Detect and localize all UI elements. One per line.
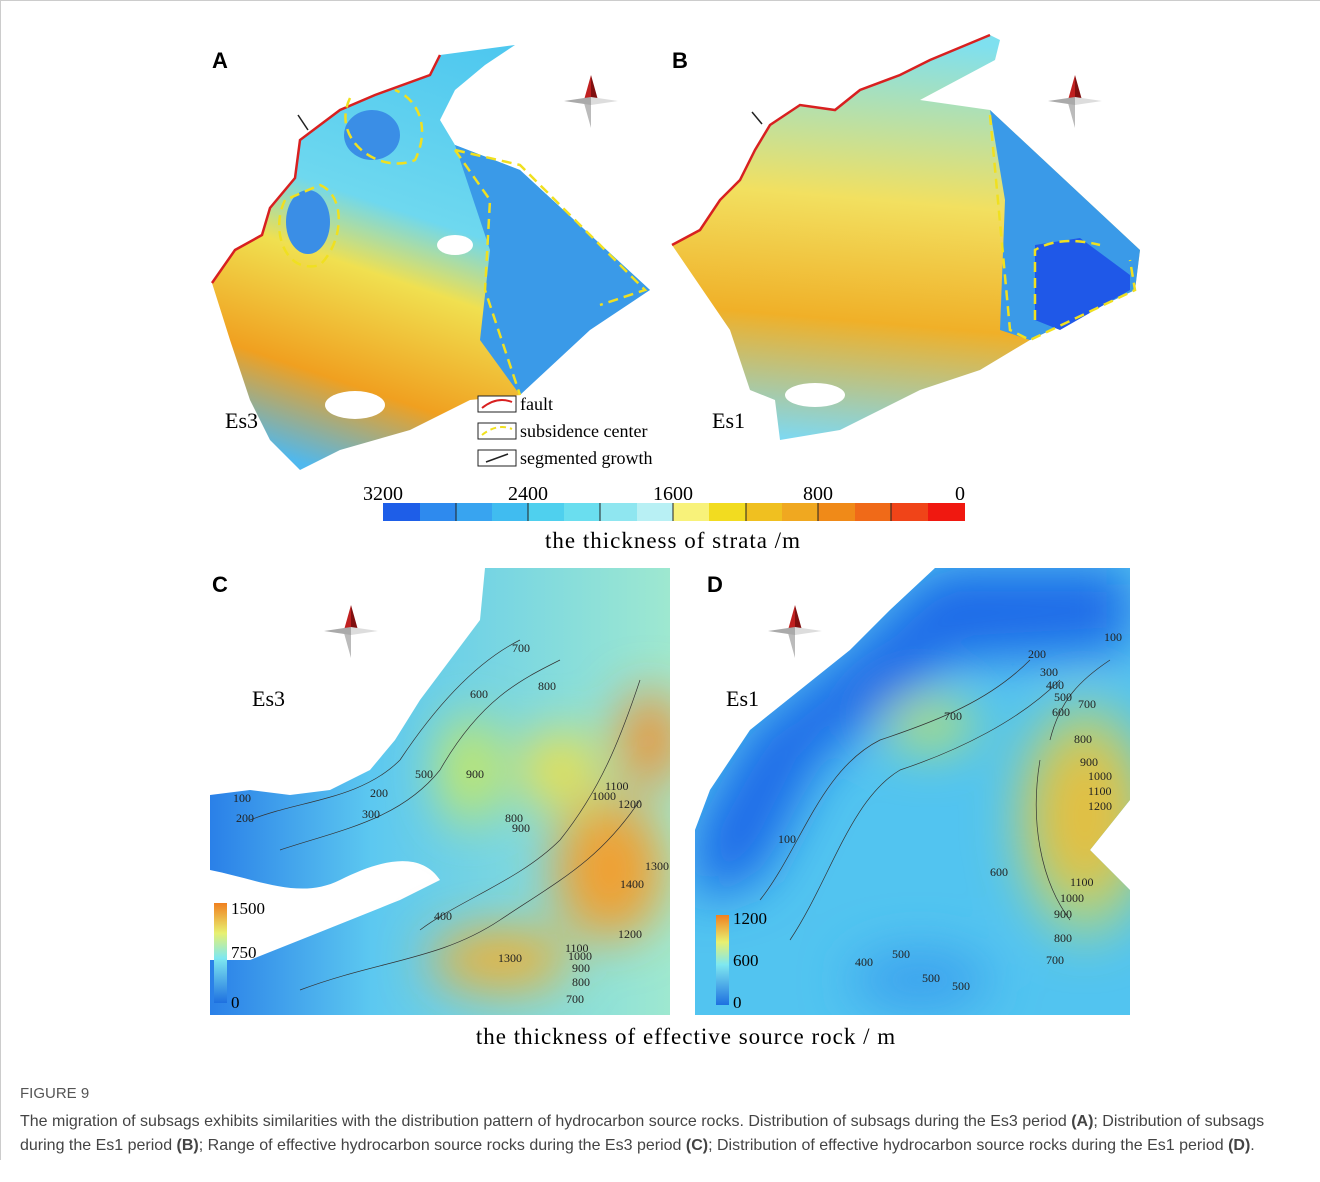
page: A Es3 fault subsidence center segmented … xyxy=(0,0,1320,1182)
contour-label: 400 xyxy=(434,909,452,923)
map-hole xyxy=(785,383,845,407)
contour-label: 600 xyxy=(470,687,488,701)
colorbar-tick: 1500 xyxy=(231,899,265,918)
contour-label: 1200 xyxy=(618,797,642,811)
compass xyxy=(564,75,618,128)
caption-label: FIGURE 9 xyxy=(20,1085,89,1102)
contour-label: 200 xyxy=(1028,647,1046,661)
compass xyxy=(324,605,378,658)
map-hole xyxy=(325,391,385,419)
caption-part: (A) xyxy=(1071,1113,1093,1130)
figure: A Es3 fault subsidence center segmented … xyxy=(0,0,1320,1070)
caption: The migration of subsags exhibits simila… xyxy=(20,1110,1310,1158)
contour-label: 800 xyxy=(1054,931,1072,945)
colorbar-tick: 1600 xyxy=(653,483,693,505)
map-region xyxy=(286,190,330,254)
caption-part: (B) xyxy=(177,1137,199,1154)
colorbar-tick: 0 xyxy=(955,483,965,505)
caption-part: . xyxy=(1250,1137,1254,1154)
contour-label: 700 xyxy=(566,992,584,1006)
colorbar-tick: 800 xyxy=(803,483,833,505)
growth-arrow xyxy=(298,115,308,130)
contour-label: 900 xyxy=(1054,907,1072,921)
panel-label: C xyxy=(212,572,228,597)
colorbar-tick: 2400 xyxy=(508,483,548,505)
period-label: Es1 xyxy=(726,686,759,711)
legend-box xyxy=(478,396,516,412)
colorbar-tick: 600 xyxy=(733,951,759,970)
contour-label: 300 xyxy=(362,807,380,821)
contour-label: 900 xyxy=(572,961,590,975)
contour-label: 1000 xyxy=(1088,769,1112,783)
caption-part: (C) xyxy=(686,1137,708,1154)
contour-map xyxy=(695,568,1155,1015)
contour-label: 800 xyxy=(538,679,556,693)
contour-label: 500 xyxy=(415,767,433,781)
contour-label: 600 xyxy=(990,865,1008,879)
compass xyxy=(768,605,822,658)
contour-label: 900 xyxy=(466,767,484,781)
contour-label: 1100 xyxy=(1070,875,1094,889)
caption-part: (D) xyxy=(1228,1137,1250,1154)
compass xyxy=(1048,75,1102,128)
contour-label: 1000 xyxy=(1060,891,1084,905)
map-region xyxy=(344,110,400,160)
colorbar-tick: 0 xyxy=(231,993,240,1012)
colorbar-tick: 750 xyxy=(231,943,257,962)
panel-label: B xyxy=(672,48,688,73)
contour-label: 600 xyxy=(1052,705,1070,719)
colorbar xyxy=(383,503,965,521)
period-label: Es3 xyxy=(225,408,258,433)
period-label: Es1 xyxy=(712,408,745,433)
contour-label: 900 xyxy=(512,821,530,835)
contour-label: 300 xyxy=(1040,665,1058,679)
caption-part: The migration of subsags exhibits simila… xyxy=(20,1113,1071,1130)
contour-label: 1300 xyxy=(645,859,669,873)
caption-part: ; Range of effective hydrocarbon source … xyxy=(199,1137,686,1154)
contour-label: 400 xyxy=(855,955,873,969)
contour-label: 500 xyxy=(1054,690,1072,704)
contour-label: 1200 xyxy=(618,927,642,941)
caption-part: ; Distribution of effective hydrocarbon … xyxy=(708,1137,1228,1154)
period-label: Es3 xyxy=(252,686,285,711)
contour-label: 900 xyxy=(1080,755,1098,769)
contour-label: 1400 xyxy=(620,877,644,891)
contour-label: 1100 xyxy=(1088,784,1112,798)
growth-arrow xyxy=(752,112,762,124)
contour-label: 700 xyxy=(944,709,962,723)
contour-label: 700 xyxy=(1078,697,1096,711)
contour-label: 800 xyxy=(1074,732,1092,746)
contour-label: 500 xyxy=(892,947,910,961)
contour-label: 500 xyxy=(922,971,940,985)
contour-label: 1200 xyxy=(1088,799,1112,813)
contour-label: 800 xyxy=(572,975,590,989)
legend-text: subsidence center xyxy=(520,421,647,441)
contour-label: 1100 xyxy=(605,779,629,793)
legend-text: fault xyxy=(520,394,553,414)
contour-label: 200 xyxy=(370,786,388,800)
colorbar-tick: 0 xyxy=(733,993,742,1012)
colorbar-title: the thickness of strata /m xyxy=(545,528,801,553)
panel-label: A xyxy=(212,48,228,73)
contour-label: 500 xyxy=(952,979,970,993)
legend-box xyxy=(478,423,516,439)
contour-label: 100 xyxy=(233,791,251,805)
contour-label: 100 xyxy=(1104,630,1122,644)
legend-text: segmented growth xyxy=(520,448,652,468)
colorbar-tick: 3200 xyxy=(363,483,403,505)
contour-label: 200 xyxy=(236,811,254,825)
colorbar xyxy=(716,915,729,1005)
contour-label: 700 xyxy=(512,641,530,655)
contour-label: 1300 xyxy=(498,951,522,965)
colorbar-tick: 1200 xyxy=(733,909,767,928)
contour-label: 100 xyxy=(778,832,796,846)
axis-title: the thickness of effective source rock /… xyxy=(476,1024,896,1049)
colorbar xyxy=(214,903,227,1003)
contour-label: 700 xyxy=(1046,953,1064,967)
map-hole xyxy=(437,235,473,255)
panel-label: D xyxy=(707,572,723,597)
